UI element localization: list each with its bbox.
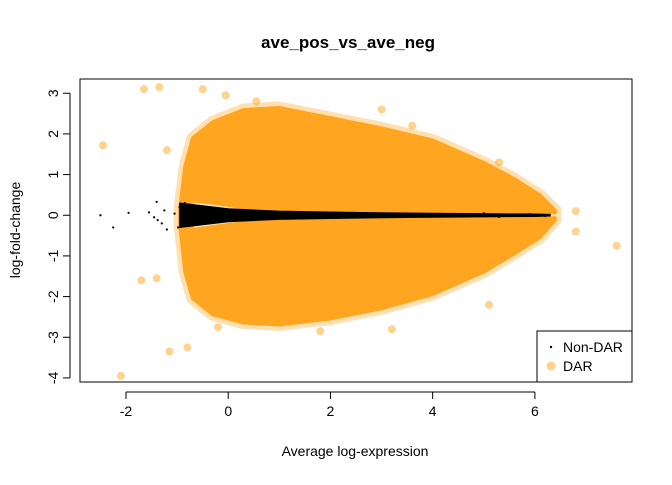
y-tick-label: -4 bbox=[45, 371, 61, 384]
plot-frame bbox=[79, 78, 633, 383]
x-tick-label: 4 bbox=[429, 403, 437, 419]
dar-point bbox=[252, 97, 261, 106]
x-tick-label: 2 bbox=[327, 403, 335, 419]
y-tick-label: 2 bbox=[45, 130, 61, 138]
non-dar-point bbox=[498, 215, 501, 218]
dar-point bbox=[165, 347, 174, 356]
dar-point bbox=[214, 323, 222, 332]
dar-point bbox=[198, 85, 207, 94]
non-dar-point bbox=[528, 212, 531, 216]
non-dar-point bbox=[147, 211, 151, 214]
y-axis: -4 -3 -2 -1 0 1 2 3 bbox=[45, 89, 71, 384]
dar-point bbox=[316, 327, 325, 336]
legend: Non-DAR DAR bbox=[536, 330, 633, 383]
non-dar-point bbox=[178, 206, 181, 209]
dar-point bbox=[612, 241, 621, 250]
legend-box bbox=[536, 330, 633, 383]
legend-marker-non-dar bbox=[549, 345, 553, 349]
dar-point bbox=[495, 158, 504, 167]
dar-point bbox=[139, 85, 148, 94]
chart-title: ave_pos_vs_ave_neg bbox=[261, 33, 435, 52]
non-dar-point bbox=[156, 219, 159, 222]
dar-point bbox=[484, 300, 493, 309]
y-tick-label: 3 bbox=[45, 89, 61, 97]
x-axis: -2 0 2 4 6 bbox=[120, 391, 539, 419]
dar-point bbox=[162, 146, 171, 155]
plot-area bbox=[99, 83, 621, 380]
non-dar-point bbox=[127, 211, 130, 214]
dar-point bbox=[137, 276, 146, 285]
non-dar-point bbox=[153, 216, 156, 219]
legend-marker-dar bbox=[546, 361, 556, 371]
x-tick-label: -2 bbox=[120, 403, 133, 419]
dar-point bbox=[152, 274, 161, 283]
dar-point bbox=[155, 83, 164, 92]
legend-label-non-dar: Non-DAR bbox=[563, 339, 623, 355]
x-tick-label: 6 bbox=[531, 403, 539, 419]
non-dar-point bbox=[513, 213, 516, 216]
x-tick-label: 0 bbox=[224, 403, 232, 419]
non-dar-point bbox=[165, 228, 168, 231]
non-dar-point bbox=[155, 200, 158, 203]
non-dar-point bbox=[544, 214, 547, 218]
y-tick-label: 1 bbox=[45, 170, 61, 178]
non-dar-point bbox=[181, 218, 184, 221]
non-dar-point bbox=[173, 212, 176, 215]
non-dar-point bbox=[188, 208, 191, 211]
non-dar-point-band bbox=[179, 202, 551, 228]
non-dar-point bbox=[183, 201, 186, 205]
legend-label-dar: DAR bbox=[563, 358, 593, 374]
dar-point bbox=[571, 227, 580, 236]
dar-point bbox=[221, 91, 230, 100]
y-tick-label: 0 bbox=[45, 211, 61, 219]
dar-point bbox=[408, 121, 417, 130]
dar-point bbox=[116, 371, 125, 380]
y-tick-label: -2 bbox=[45, 290, 61, 303]
dar-point-cloud bbox=[178, 105, 557, 327]
y-axis-label: log-fold-change bbox=[7, 182, 23, 279]
non-dar-point bbox=[177, 226, 180, 229]
dar-point bbox=[377, 105, 386, 114]
y-tick-label: -1 bbox=[45, 249, 61, 262]
dar-point bbox=[520, 194, 529, 203]
x-axis-label: Average log-expression bbox=[282, 443, 429, 459]
non-dar-point bbox=[160, 222, 163, 225]
dar-point bbox=[571, 207, 580, 216]
non-dar-point bbox=[482, 212, 485, 215]
non-dar-point bbox=[163, 209, 166, 212]
dar-point bbox=[387, 325, 396, 334]
non-dar-point bbox=[186, 223, 189, 226]
dar-point bbox=[99, 141, 107, 150]
y-tick-label: -3 bbox=[45, 331, 61, 344]
non-dar-point bbox=[112, 226, 115, 229]
non-dar-point bbox=[99, 214, 102, 217]
dar-point bbox=[183, 343, 192, 352]
